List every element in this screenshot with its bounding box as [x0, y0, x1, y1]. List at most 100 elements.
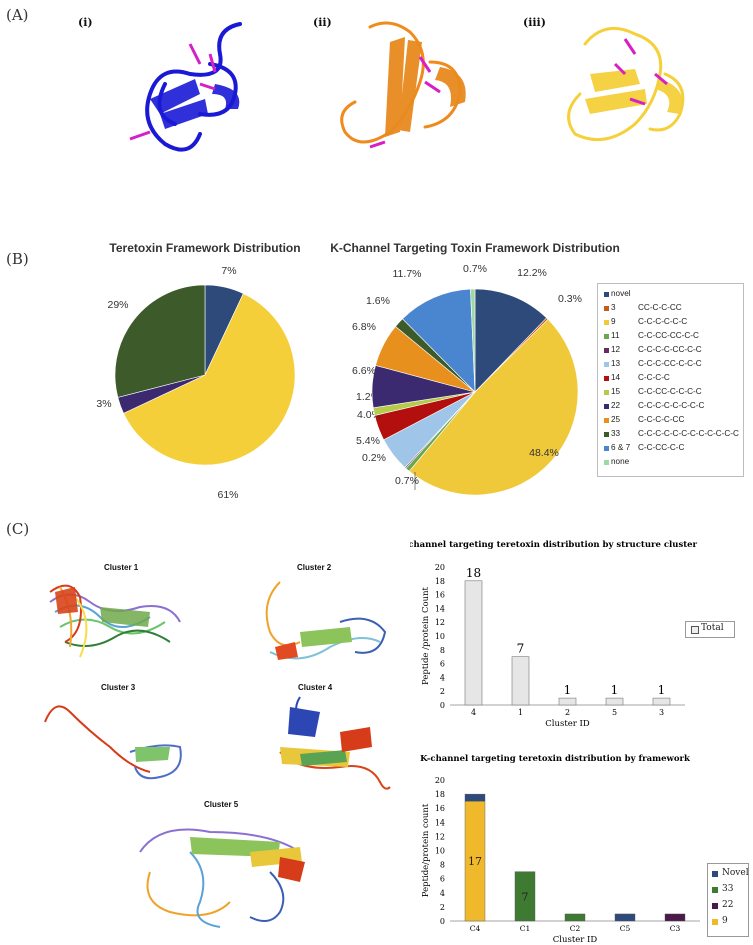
y-tick-label: 12 — [435, 832, 445, 841]
pie-slice-label: 61% — [217, 489, 238, 501]
bar-chart-title: K-channel targeting teretoxin distributi… — [420, 754, 691, 764]
legend-framework: 14 — [611, 373, 621, 382]
structure-ii-image — [340, 21, 466, 149]
bar1-legend: Total — [685, 621, 735, 638]
y-tick-label: 14 — [435, 818, 445, 827]
y-axis-label: Peptide/protein count — [421, 803, 431, 897]
legend-framework: 15 — [611, 387, 621, 396]
stacked-bar-segment — [614, 913, 636, 922]
sub-label-i: (i) — [78, 16, 93, 29]
legend-pattern: C-C-C-C-C-C-C-C — [638, 401, 705, 410]
y-tick-label: 12 — [435, 618, 445, 627]
legend-framework: 33 — [611, 429, 621, 438]
x-tick-label: 5 — [612, 708, 617, 717]
pie-slice-label: 3% — [96, 398, 111, 410]
y-tick-label: 14 — [435, 604, 445, 613]
legend-pattern: C-C-C-C-C-C-C-C-C-C-C-C — [638, 429, 739, 438]
pie2: 12.2%0.3%48.4%0.7%0.2%5.4%4.0%1.2%6.6%6.… — [352, 263, 582, 496]
legend-framework: novel — [611, 289, 631, 298]
panel-label-a: (A) — [6, 6, 29, 24]
bar-value-label: 1 — [611, 683, 619, 697]
legend-framework: 13 — [611, 359, 621, 368]
x-tick-label: 2 — [565, 708, 570, 717]
cluster-4-image — [279, 696, 391, 790]
legend-framework: 25 — [611, 415, 621, 424]
bar-value-label: 1 — [564, 683, 572, 697]
cluster-label-4: Cluster 4 — [298, 683, 333, 692]
pie-slice-label: 1.6% — [366, 295, 390, 307]
pie-slice — [408, 318, 579, 496]
pie2-title: K-Channel Targeting Toxin Framework Dist… — [330, 241, 620, 255]
pie-slice-label: 6.6% — [352, 365, 376, 377]
pie-slice-label: 5.4% — [356, 435, 380, 447]
y-tick-label: 20 — [435, 563, 445, 572]
panel-label-c: (C) — [6, 520, 30, 538]
pie-slice — [474, 288, 547, 393]
legend-swatch — [604, 362, 609, 367]
legend-swatch — [604, 446, 609, 451]
legend-swatch — [604, 334, 609, 339]
legend-framework: 12 — [611, 345, 621, 354]
bar — [464, 580, 483, 706]
legend-pattern: C-C-CC-C-C — [638, 443, 685, 452]
legend-swatch — [604, 376, 609, 381]
bar-value-label: 18 — [466, 566, 481, 580]
y-tick-label: 2 — [440, 903, 445, 912]
cluster-label-3: Cluster 3 — [101, 683, 136, 692]
legend-framework: 11 — [611, 331, 620, 340]
legend-pattern: C-C-CC-C-C-C-C — [638, 387, 702, 396]
bar2-legend-swatch — [712, 871, 718, 877]
y-tick-label: 6 — [440, 660, 445, 669]
y-tick-label: 6 — [440, 875, 445, 884]
bar2-legend-swatch — [712, 919, 718, 925]
bar-value-label: 1 — [658, 683, 666, 697]
y-tick-label: 8 — [440, 646, 445, 655]
stacked-bar-segment — [514, 871, 536, 922]
legend-swatch — [604, 320, 609, 325]
legend-pattern: CC-C-C-CC — [638, 303, 682, 312]
bar2-legend-label: Novel — [722, 868, 749, 878]
bar-value-label: 17 — [468, 855, 482, 868]
x-tick-label: C4 — [470, 924, 481, 933]
pie-slice — [470, 288, 476, 393]
pie-slice-label: 0.7% — [395, 475, 419, 487]
pie-slice-label: 0.2% — [362, 452, 386, 464]
pie-slice-label: 11.7% — [393, 268, 422, 280]
pie-slice-label: 29% — [107, 299, 128, 311]
legend-swatch — [604, 432, 609, 437]
y-tick-label: 10 — [435, 632, 445, 641]
x-tick-label: C3 — [670, 924, 681, 933]
y-tick-label: 2 — [440, 687, 445, 696]
bar-chart-1: K-channel targeting teretoxin distributi… — [410, 540, 698, 729]
y-tick-label: 4 — [440, 889, 445, 898]
legend-pattern: C-C-C-C-C-C — [638, 317, 688, 326]
y-tick-label: 8 — [440, 861, 445, 870]
y-tick-label: 18 — [435, 790, 445, 799]
y-tick-label: 20 — [435, 776, 445, 785]
bar2-legend-label: 33 — [722, 884, 734, 894]
pie1-title: Teretoxin Framework Distribution — [109, 241, 300, 255]
cluster-label-2: Cluster 2 — [297, 563, 332, 572]
pie-slice — [114, 284, 206, 398]
bar-chart-2: K-channel targeting teretoxin distributi… — [420, 754, 700, 945]
legend-swatch — [604, 404, 609, 409]
pie-slice-label: 6.8% — [352, 321, 376, 333]
bar — [511, 656, 530, 706]
pie-legend: novel 3 CC-C-C-CC 9 C-C-C-C-C-C 11 C-C-CC-CC-C… — [597, 283, 744, 477]
x-tick-label: 3 — [659, 708, 664, 717]
pie-slice-label: 0.7% — [463, 263, 487, 275]
cluster-5-image — [139, 828, 305, 928]
pie-slice-label: 12.2% — [517, 267, 547, 279]
y-tick-label: 10 — [435, 847, 445, 856]
stacked-bar-segment — [564, 913, 586, 922]
structure-iii-image — [567, 26, 685, 142]
bar2-legend-swatch — [712, 887, 718, 893]
x-tick-label: 1 — [518, 708, 523, 717]
y-axis-label: Peptide /protein Count — [421, 586, 431, 685]
legend-pattern: C-C-CC-CC-C-C — [638, 331, 699, 340]
x-tick-label: C2 — [570, 924, 581, 933]
pie-charts-svg: Teretoxin Framework Distribution 7% 61% 3%… — [96, 241, 620, 501]
x-tick-label: C1 — [520, 924, 531, 933]
legend-swatch — [604, 418, 609, 423]
legend-swatch — [604, 460, 609, 465]
